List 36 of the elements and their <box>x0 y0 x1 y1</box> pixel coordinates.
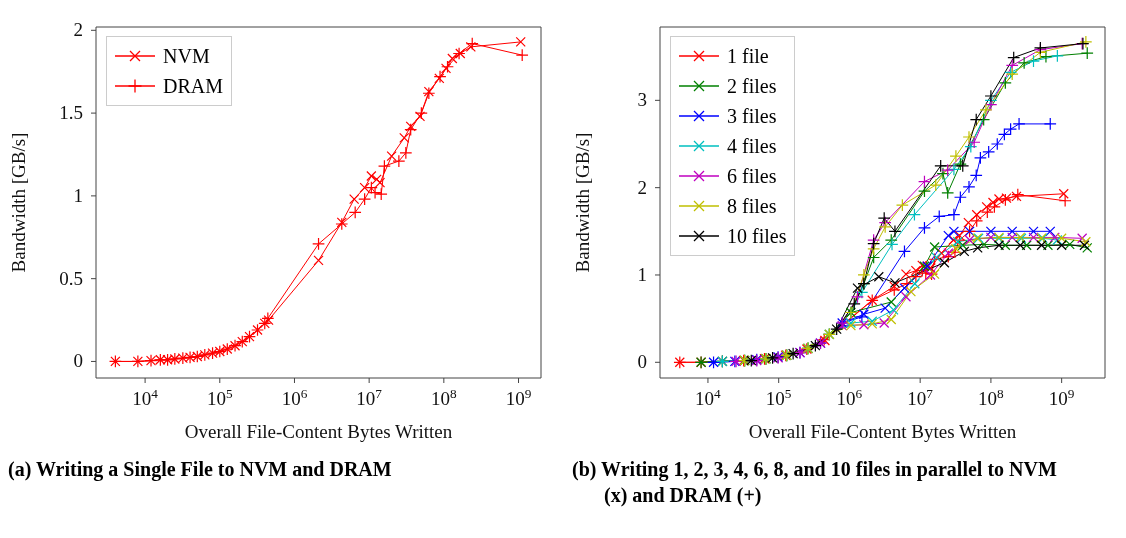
y-tick-label: 1 <box>637 263 647 285</box>
y-axis-title: Bandwidth [GB/s] <box>7 132 29 273</box>
x-axis-title: Overall File-Content Bytes Written <box>184 421 453 442</box>
x-tick-label: 10$^{5}$ <box>765 385 792 409</box>
y-tick-label: 0 <box>73 350 83 372</box>
x-tick-label: 10$^{7}$ <box>356 385 383 409</box>
y-tick-label: 0 <box>637 351 647 373</box>
x-tick-label: 10$^{5}$ <box>206 385 233 409</box>
x-tick-label: 10$^{6}$ <box>281 385 308 409</box>
x-tick-label: 10$^{4}$ <box>695 385 722 409</box>
x-tick-label: 10$^{4}$ <box>132 385 159 409</box>
legend-label: 8 files <box>727 194 777 219</box>
legend-label: 3 files <box>727 104 777 129</box>
y-tick-label: 1.5 <box>59 102 83 124</box>
y-tick-label: 2 <box>73 19 83 41</box>
legend-label: 6 files <box>727 164 777 189</box>
x-tick-label: 10$^{9}$ <box>1048 385 1075 409</box>
y-tick-label: 3 <box>637 89 647 111</box>
legend-label: 4 files <box>727 134 777 159</box>
y-tick-label: 0.5 <box>59 267 83 289</box>
legend-label: DRAM <box>163 74 224 99</box>
x-axis-title: Overall File-Content Bytes Written <box>748 421 1017 442</box>
legend-label: 2 files <box>727 74 777 99</box>
x-tick-label: 10$^{8}$ <box>431 385 458 409</box>
y-tick-label: 2 <box>637 176 647 198</box>
legend-label: NVM <box>163 44 210 69</box>
x-tick-label: 10$^{8}$ <box>978 385 1005 409</box>
text: (b) Writing 1, 2, 3, 4, 6, 8, and 10 files in parallel to NVM (x) and DRAM (+) <box>572 458 1057 506</box>
x-tick-label: 10$^{7}$ <box>907 385 934 409</box>
legend-label: 1 file <box>727 44 769 69</box>
y-tick-label: 1 <box>73 184 83 206</box>
x-tick-label: 10$^{6}$ <box>836 385 863 409</box>
text: (a) Writing a Single File to NVM and DRAM <box>8 458 392 480</box>
y-axis-title: Bandwidth [GB/s] <box>571 132 593 273</box>
legend-label: 10 files <box>727 224 787 249</box>
x-tick-label: 10$^{9}$ <box>505 385 532 409</box>
